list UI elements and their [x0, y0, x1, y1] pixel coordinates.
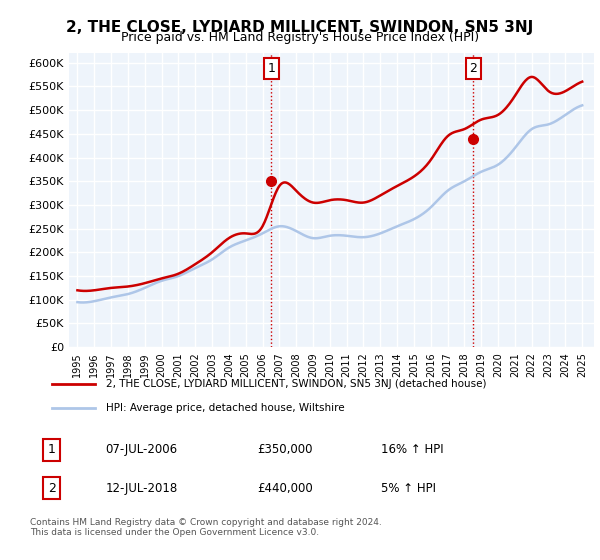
Text: 2: 2 [469, 62, 477, 75]
Text: Price paid vs. HM Land Registry's House Price Index (HPI): Price paid vs. HM Land Registry's House … [121, 31, 479, 44]
Text: Contains HM Land Registry data © Crown copyright and database right 2024.
This d: Contains HM Land Registry data © Crown c… [30, 518, 382, 538]
Text: 1: 1 [47, 444, 56, 456]
Text: HPI: Average price, detached house, Wiltshire: HPI: Average price, detached house, Wilt… [106, 403, 344, 413]
Text: 2, THE CLOSE, LYDIARD MILLICENT, SWINDON, SN5 3NJ (detached house): 2, THE CLOSE, LYDIARD MILLICENT, SWINDON… [106, 380, 486, 390]
Text: 16% ↑ HPI: 16% ↑ HPI [381, 444, 443, 456]
Text: 2: 2 [47, 482, 56, 494]
Text: 07-JUL-2006: 07-JUL-2006 [106, 444, 178, 456]
Text: 1: 1 [268, 62, 275, 75]
Text: 5% ↑ HPI: 5% ↑ HPI [381, 482, 436, 494]
Text: 2, THE CLOSE, LYDIARD MILLICENT, SWINDON, SN5 3NJ: 2, THE CLOSE, LYDIARD MILLICENT, SWINDON… [67, 20, 533, 35]
Text: £350,000: £350,000 [257, 444, 312, 456]
Text: 12-JUL-2018: 12-JUL-2018 [106, 482, 178, 494]
Text: £440,000: £440,000 [257, 482, 313, 494]
